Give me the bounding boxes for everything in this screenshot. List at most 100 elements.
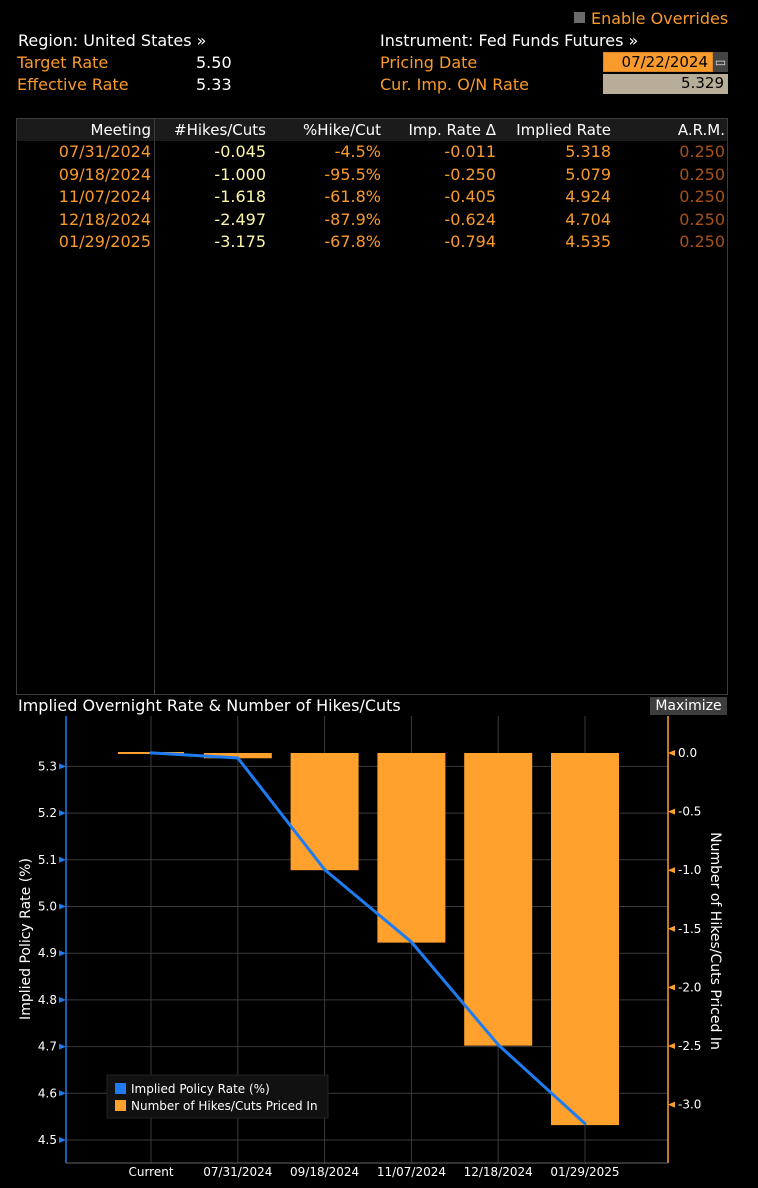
implied-rate-line [150, 751, 587, 1125]
left-axis-tick-label: 5.1 [38, 853, 57, 867]
right-axis-tick [668, 925, 675, 932]
meeting-date-cell: 01/29/2025 [58, 232, 151, 251]
table-row[interactable]: 09/18/2024 -1.000 -95.5% -0.250 5.079 0.250 [17, 164, 727, 186]
arm-cell: 0.250 [679, 187, 725, 206]
arm-cell: 0.250 [679, 209, 725, 229]
column-header-hikes-cuts[interactable]: #Hikes/Cuts [174, 121, 266, 139]
hikes-cuts-cell: -1.618 [214, 187, 266, 206]
implied-rate-point [496, 1043, 500, 1047]
column-header-implied-rate[interactable]: Implied Rate [516, 121, 611, 139]
pct-hike-cut-cell: -67.8% [324, 232, 381, 251]
left-axis-tick-label: 5.0 [38, 900, 57, 914]
x-axis-tick-label: Current [128, 1165, 173, 1179]
arm-cell: 0.250 [679, 142, 725, 161]
calendar-icon[interactable]: ▭ [713, 52, 728, 72]
x-axis-tick-label: 11/07/2024 [377, 1165, 446, 1179]
target-rate-label: Target Rate [17, 53, 109, 72]
column-divider [154, 119, 155, 694]
table-row[interactable]: 01/29/2025 -3.175 -67.8% -0.794 4.535 0.250 [17, 231, 727, 253]
hikes-cuts-bar [203, 753, 272, 759]
hikes-cuts-cell: -0.045 [214, 142, 266, 161]
region-selector[interactable]: Region: United States » [18, 31, 207, 50]
right-axis-tick [668, 808, 675, 815]
hikes-cuts-cell: -2.497 [214, 209, 266, 229]
maximize-button[interactable]: Maximize [650, 697, 727, 715]
right-axis-tick [668, 867, 675, 874]
left-axis-tick [59, 763, 66, 770]
implied-rate-cell: 4.704 [565, 209, 611, 229]
right-axis-tick [668, 1043, 675, 1049]
left-axis-tick [59, 1043, 66, 1050]
pct-hike-cut-cell: -95.5% [324, 164, 381, 184]
implied-rate-cell: 4.924 [565, 187, 611, 206]
pct-hike-cut-cell: -87.9% [324, 209, 381, 229]
hikes-cuts-bar [377, 753, 446, 943]
column-header-pct-hike-cut[interactable]: %Hike/Cut [303, 121, 381, 139]
legend-label-bar: Number of Hikes/Cuts Priced In [131, 1099, 318, 1113]
x-axis-tick-label: 12/18/2024 [464, 1165, 533, 1179]
left-axis-tick [59, 1137, 66, 1143]
table-row[interactable]: 07/31/2024 -0.045 -4.5% -0.011 5.318 0.250 [17, 141, 727, 163]
x-axis-tick-label: 09/18/2024 [290, 1165, 359, 1179]
pct-hike-cut-cell: -61.8% [324, 187, 381, 206]
left-axis-tick [59, 856, 66, 863]
left-axis-tick-label: 4.5 [38, 1133, 57, 1147]
right-axis-tick-label: -1.0 [678, 863, 701, 877]
meetings-table: Meeting #Hikes/Cuts %Hike/Cut Imp. Rate … [16, 118, 728, 695]
implied-rate-cell: 5.318 [565, 142, 611, 161]
right-axis-tick-label: -0.5 [678, 805, 701, 819]
right-axis-tick-label: 0.0 [678, 746, 697, 760]
arm-cell: 0.250 [679, 232, 725, 251]
imp-rate-delta-cell: -0.624 [444, 209, 496, 229]
left-axis-tick [59, 996, 66, 1003]
left-axis-title: Implied Policy Rate (%) [18, 858, 34, 1020]
pct-hike-cut-cell: -4.5% [334, 142, 381, 161]
legend-label-line: Implied Policy Rate (%) [131, 1082, 270, 1096]
column-header-meeting[interactable]: Meeting [90, 121, 151, 139]
right-axis-tick-label: -3.0 [678, 1098, 701, 1112]
chart-title: Implied Overnight Rate & Number of Hikes… [18, 696, 401, 715]
meeting-date-cell: 12/18/2024 [58, 209, 151, 229]
instrument-selector[interactable]: Instrument: Fed Funds Futures » [380, 31, 639, 50]
column-header-arm[interactable]: A.R.M. [677, 121, 725, 139]
table-row[interactable]: 11/07/2024 -1.618 -61.8% -0.405 4.924 0.250 [17, 186, 727, 208]
right-axis-tick [668, 984, 675, 991]
left-axis-tick [59, 903, 66, 910]
implied-rate-point [409, 940, 413, 944]
cur-imp-rate-label: Cur. Imp. O/N Rate [380, 75, 529, 94]
imp-rate-delta-cell: -0.011 [444, 142, 496, 161]
effective-rate-label: Effective Rate [17, 75, 129, 94]
pricing-date-input[interactable]: 07/22/2024 [603, 52, 713, 72]
left-axis-tick [59, 810, 66, 817]
implied-rate-point [236, 756, 240, 760]
arm-cell: 0.250 [679, 164, 725, 184]
meeting-date-cell: 07/31/2024 [58, 142, 151, 161]
x-axis-tick-label: 01/29/2025 [550, 1165, 619, 1179]
left-axis-tick [59, 950, 66, 957]
target-rate-value: 5.50 [196, 53, 232, 72]
effective-rate-value: 5.33 [196, 75, 232, 94]
left-axis-tick-label: 4.8 [38, 993, 57, 1007]
right-axis-tick [668, 750, 675, 756]
left-axis-tick-label: 5.2 [38, 806, 57, 820]
right-axis-tick-label: -2.5 [678, 1039, 701, 1053]
enable-overrides-toggle[interactable]: Enable Overrides [574, 9, 728, 28]
legend-swatch-line [115, 1083, 126, 1094]
checkbox-icon[interactable] [574, 12, 585, 23]
chart-legend [106, 1074, 329, 1119]
imp-rate-delta-cell: -0.405 [444, 187, 496, 206]
hikes-cuts-bar [290, 753, 359, 871]
left-axis-tick-label: 4.7 [38, 1040, 57, 1054]
meeting-date-cell: 11/07/2024 [58, 187, 151, 206]
table-header: Meeting #Hikes/Cuts %Hike/Cut Imp. Rate … [17, 119, 727, 141]
hikes-cuts-cell: -1.000 [214, 164, 266, 184]
left-axis-tick-label: 5.3 [38, 759, 57, 773]
meeting-date-cell: 09/18/2024 [58, 164, 151, 184]
rate-hikes-chart: 4.5 4.6 4.7 4.8 4.9 5.0 5.1 5.2 5.3 -3.0 -2.5 -2.0 -… [18, 716, 723, 1179]
implied-rate-cell: 5.079 [565, 164, 611, 184]
x-axis-tick-label: 07/31/2024 [203, 1165, 272, 1179]
hikes-cuts-cell: -3.175 [214, 232, 266, 251]
column-header-imp-rate-delta[interactable]: Imp. Rate Δ [408, 121, 496, 139]
table-row[interactable]: 12/18/2024 -2.497 -87.9% -0.624 4.704 0.250 [17, 209, 727, 231]
left-axis-tick-label: 4.9 [38, 946, 57, 960]
